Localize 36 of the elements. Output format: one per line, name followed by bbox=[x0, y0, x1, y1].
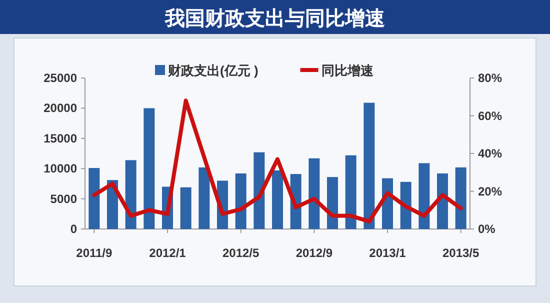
bar bbox=[254, 152, 265, 229]
bar bbox=[437, 173, 448, 229]
bar bbox=[272, 170, 283, 229]
bar bbox=[455, 167, 466, 229]
bar bbox=[88, 168, 100, 229]
x-tick-label: 2013/5 bbox=[442, 246, 480, 260]
y2-tick-label: 0% bbox=[478, 222, 496, 236]
bar bbox=[327, 177, 338, 229]
x-tick-label: 2012/5 bbox=[222, 246, 260, 260]
y2-tick-label: 60% bbox=[478, 108, 502, 123]
bar bbox=[144, 108, 155, 229]
bar bbox=[345, 155, 356, 229]
y2-tick-label: 20% bbox=[478, 184, 502, 198]
bar bbox=[308, 158, 320, 229]
x-tick-label: 2012/1 bbox=[149, 246, 186, 260]
bar bbox=[235, 173, 246, 229]
y-tick-label: 20000 bbox=[44, 101, 78, 116]
legend-label: 财政支出(亿元 ) bbox=[167, 63, 258, 78]
y-tick-label: 0 bbox=[70, 222, 78, 236]
line-series bbox=[92, 98, 463, 224]
y-tick-label: 15000 bbox=[44, 131, 78, 146]
x-tick-label: 2012/9 bbox=[296, 246, 333, 260]
y-tick-label: 5000 bbox=[50, 192, 78, 206]
y2-tick-label: 40% bbox=[478, 146, 502, 160]
bar bbox=[198, 167, 210, 229]
bar bbox=[418, 163, 430, 229]
chart-title: 我国财政支出与同比增速 bbox=[164, 7, 385, 30]
x-tick-label: 2013/1 bbox=[369, 246, 406, 260]
x-tick-label: 2011/9 bbox=[76, 246, 113, 260]
y2-tick-label: 80% bbox=[478, 71, 502, 85]
y-tick-label: 10000 bbox=[44, 162, 78, 176]
bar bbox=[364, 102, 375, 229]
y-tick-label: 25000 bbox=[44, 71, 78, 85]
bar bbox=[180, 187, 192, 229]
legend-label: 同比增速 bbox=[321, 63, 374, 78]
bar bbox=[125, 160, 136, 229]
